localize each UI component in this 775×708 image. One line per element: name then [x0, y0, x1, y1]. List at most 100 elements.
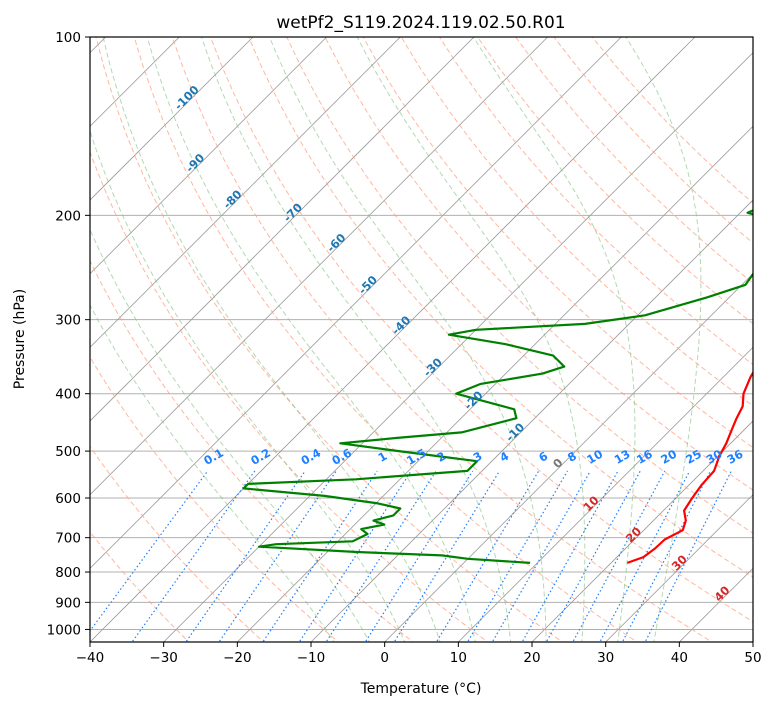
mixing-ratio-label: 30 [704, 447, 725, 467]
dry-adiabat [286, 37, 753, 534]
x-tick-label: 40 [671, 650, 688, 666]
mixing-ratio-line [466, 470, 569, 642]
mixing-ratio-line [131, 470, 256, 642]
isotherm-label: -100 [172, 83, 202, 113]
mixing-ratio-line [218, 470, 337, 642]
dry-adiabat [210, 37, 753, 623]
y-tick-label: 900 [55, 595, 81, 611]
mixing-ratio-label: 13 [612, 447, 633, 467]
dry-adiabat [90, 531, 190, 642]
isotherm-line [90, 37, 475, 422]
isotherm-line [605, 494, 753, 642]
moist-adiabat [90, 129, 406, 642]
isotherm-label: 30 [669, 552, 690, 573]
y-tick-label: 800 [55, 565, 81, 581]
dry-adiabat [90, 445, 265, 642]
mixing-ratio-line [325, 470, 437, 642]
mixing-ratio-line [185, 470, 306, 642]
mixing-ratio-label: 0.4 [298, 446, 323, 468]
isotherm-label: -30 [420, 355, 445, 380]
x-tick-label: 10 [450, 650, 467, 666]
moist-adiabat [625, 37, 702, 642]
isotherm-line [679, 567, 753, 642]
isotherm-label: 20 [623, 524, 644, 545]
isotherm-line [237, 125, 753, 642]
x-tick-label: −10 [297, 650, 326, 666]
moist-adiabat [90, 228, 371, 642]
x-tick-label: −20 [223, 650, 252, 666]
isotherm-label: 10 [580, 493, 601, 514]
mixing-ratio-line [572, 470, 666, 642]
moist-adiabat [200, 37, 512, 642]
y-tick-label: 600 [55, 491, 81, 507]
isotherm-line [90, 37, 254, 201]
x-tick-label: 20 [523, 650, 540, 666]
mixing-ratio-label: 0.2 [248, 446, 273, 468]
x-tick-label: 0 [380, 650, 389, 666]
line-labels: 0.1 0.2 0.4 0.6 1 1.5 2 3 4 6 8 10 13 16 20 25 30 36-100-… [172, 83, 746, 605]
dry-adiabat [90, 356, 339, 642]
dry-adiabat [90, 150, 489, 642]
dry-adiabat [95, 37, 564, 642]
dry-adiabat [438, 37, 753, 366]
y-axis-ticks: 100 200 300 400 500 600 700 800 900 1000 [47, 30, 90, 638]
isotherm-line [531, 420, 753, 642]
dry-adiabat [553, 37, 753, 244]
y-tick-label: 400 [55, 387, 81, 403]
mixing-ratio-line [644, 470, 732, 642]
x-tick-label: 30 [597, 650, 614, 666]
mixing-ratio-label: 25 [683, 447, 704, 467]
dry-adiabat [591, 37, 753, 204]
mixing-ratio-label: 36 [725, 447, 746, 467]
mixing-ratio-label: 1.5 [404, 446, 429, 468]
x-tick-label: −40 [76, 650, 105, 666]
mixing-ratio-label: 10 [584, 447, 605, 467]
isotherm-label: -50 [355, 273, 380, 298]
moist-adiabat [268, 37, 547, 642]
isotherm-line [163, 52, 753, 642]
y-tick-label: 300 [55, 313, 81, 329]
sounding-profiles [242, 209, 753, 564]
dry-adiabat [477, 37, 753, 325]
mixing-ratio-line [298, 470, 412, 642]
dry-adiabat [90, 259, 414, 642]
dry-adiabat [171, 37, 713, 642]
y-tick-label: 1000 [47, 622, 81, 638]
mixing-ratio-label: 16 [634, 447, 655, 467]
mixing-ratio-line [621, 470, 711, 642]
dry-adiabat [362, 37, 753, 449]
background-lines [90, 37, 753, 642]
moist-adiabat [90, 304, 335, 642]
y-tick-label: 700 [55, 531, 81, 547]
y-tick-label: 100 [55, 30, 81, 46]
isotherm-line [458, 346, 753, 642]
isotherm-line [310, 199, 753, 642]
isotherm-label: -70 [281, 200, 306, 225]
mixing-ratio-line [545, 470, 641, 642]
moist-adiabat [472, 37, 636, 642]
y-tick-label: 500 [55, 444, 81, 460]
dry-adiabat [324, 37, 753, 491]
dewpoint-profile [242, 209, 753, 564]
isotherm-line [90, 37, 401, 348]
moist-adiabat [102, 37, 441, 642]
moist-adiabat [356, 37, 586, 642]
temperature-profile [626, 370, 753, 564]
isotherm-line [90, 37, 622, 569]
isotherm-label: -40 [389, 313, 414, 338]
x-tick-label: −30 [149, 650, 178, 666]
dry-adiabat [515, 37, 753, 284]
isotherm-label: -90 [183, 151, 208, 176]
moist-adiabat [146, 37, 476, 642]
mixing-ratio-label: 20 [658, 447, 679, 467]
isotherm-line [90, 37, 548, 496]
isotherm-label: -80 [220, 187, 245, 212]
isotherm-line [752, 641, 753, 642]
isotherm-label: -20 [461, 388, 486, 413]
isotherm-line [384, 273, 753, 642]
pressure-gridlines [90, 36, 753, 630]
y-axis-label: Pressure (hPa) [12, 289, 28, 389]
mixing-ratio-label: 0.1 [201, 446, 226, 468]
mixing-ratio-line [262, 470, 378, 642]
